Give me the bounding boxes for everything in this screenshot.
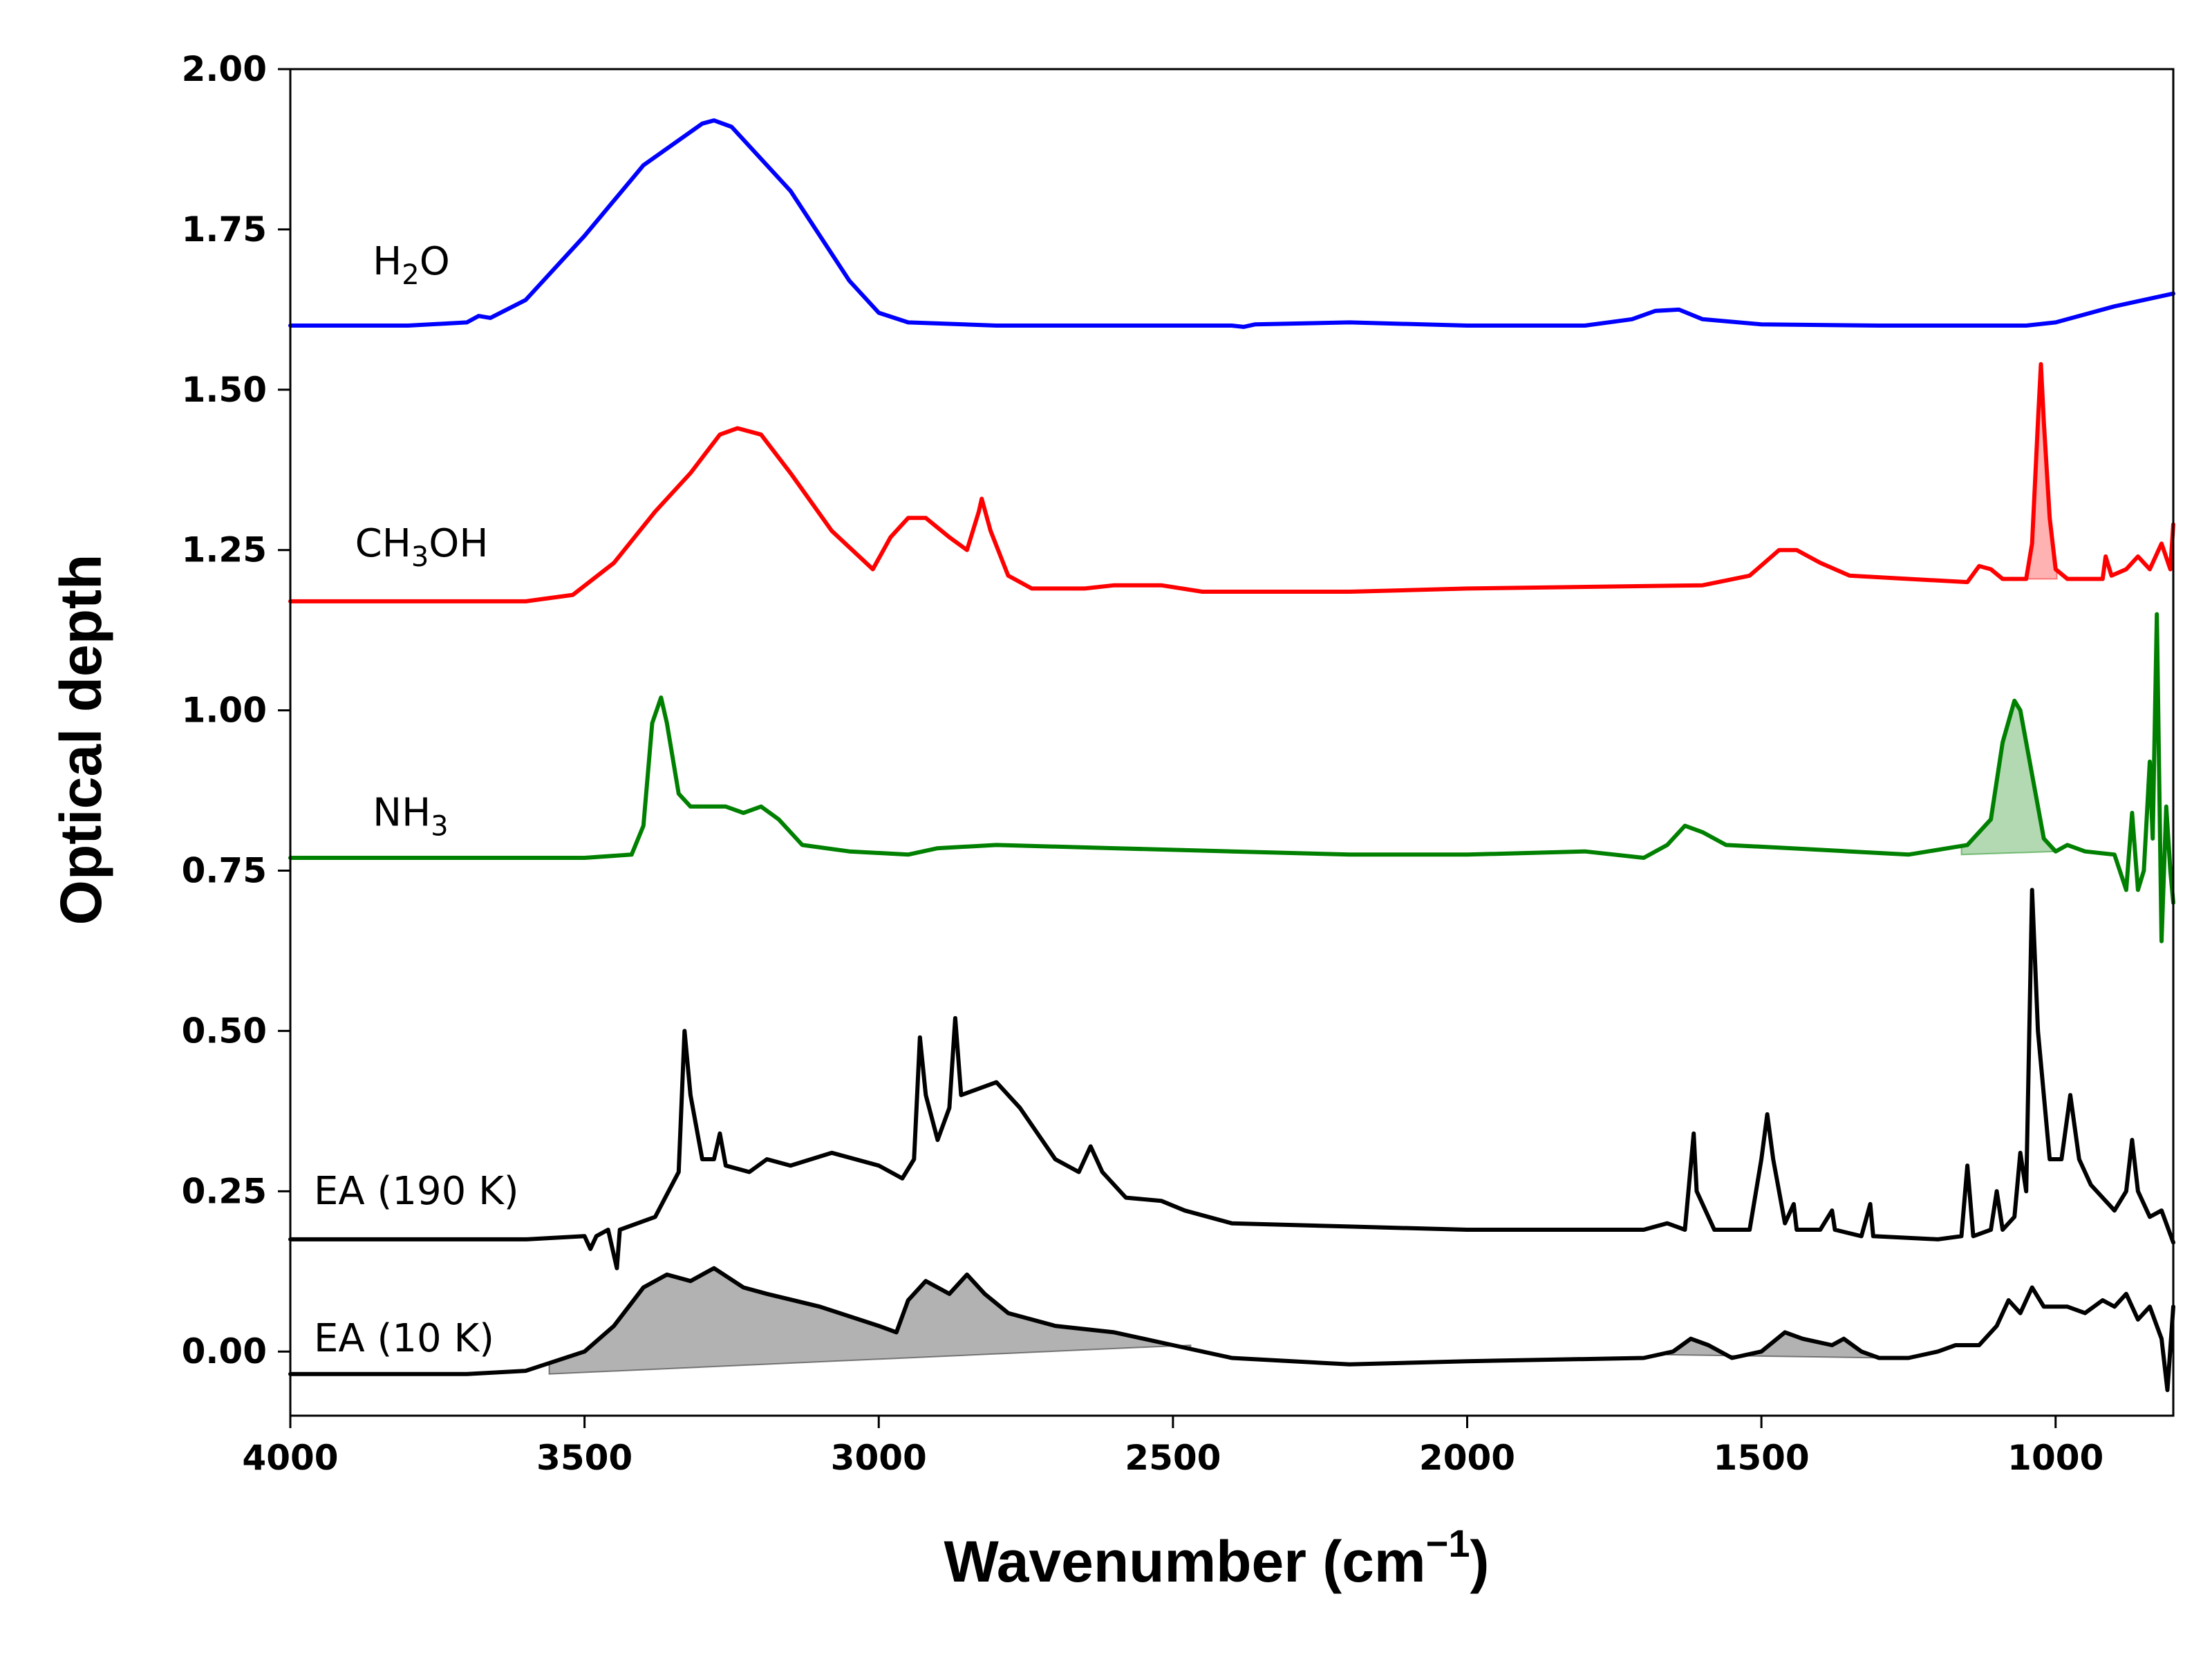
series-label-1: CH3OH [355, 521, 489, 573]
y-tick-label: 0.50 [182, 1011, 267, 1051]
x-tick-label: 1000 [2007, 1438, 2103, 1478]
y-tick-label: 0.25 [182, 1171, 267, 1211]
x-tick-label: 3000 [831, 1438, 927, 1478]
series-line-3 [288, 888, 2175, 1271]
y-tick-label: 1.75 [182, 209, 267, 250]
series-label-2: NH3 [373, 791, 448, 843]
y-tick-label: 1.00 [182, 691, 267, 731]
x-tick-label: 4000 [242, 1438, 338, 1478]
series-line-0 [288, 118, 2175, 329]
x-tick-label: 2500 [1125, 1438, 1221, 1478]
spectra-lines [288, 118, 2175, 1392]
series-label-4: EA (10 K) [314, 1316, 494, 1361]
y-tick-label: 1.50 [182, 370, 267, 410]
y-tick-label: 1.25 [182, 530, 267, 570]
plot-frame [289, 68, 2175, 1417]
series-line-1 [288, 362, 2175, 603]
y-axis-title: Optical depth [48, 554, 113, 926]
x-axis: 4000 3500 3000 2500 2000 1500 1000 [242, 1416, 2103, 1478]
x-tick-label: 2000 [1419, 1438, 1515, 1478]
series-line-2 [288, 612, 2175, 944]
x-tick-label: 3500 [536, 1438, 632, 1478]
y-axis: 0.00 0.25 0.50 0.75 1.00 1.25 1.50 1.75 2.00 [182, 49, 290, 1371]
series-label-3: EA (190 K) [314, 1169, 519, 1214]
y-tick-label: 0.75 [182, 851, 267, 891]
series-line-4 [288, 1266, 2175, 1392]
x-axis-title: Wavenumber (cm−1) [944, 1521, 1490, 1594]
y-tick-label: 0.00 [182, 1331, 267, 1371]
series-labels: H2O CH3OH NH3 EA (190 K) EA (10 K) [314, 239, 519, 1361]
series-label-0: H2O [373, 239, 450, 291]
x-tick-label: 1500 [1714, 1438, 1810, 1478]
y-tick-label: 2.00 [182, 49, 267, 89]
